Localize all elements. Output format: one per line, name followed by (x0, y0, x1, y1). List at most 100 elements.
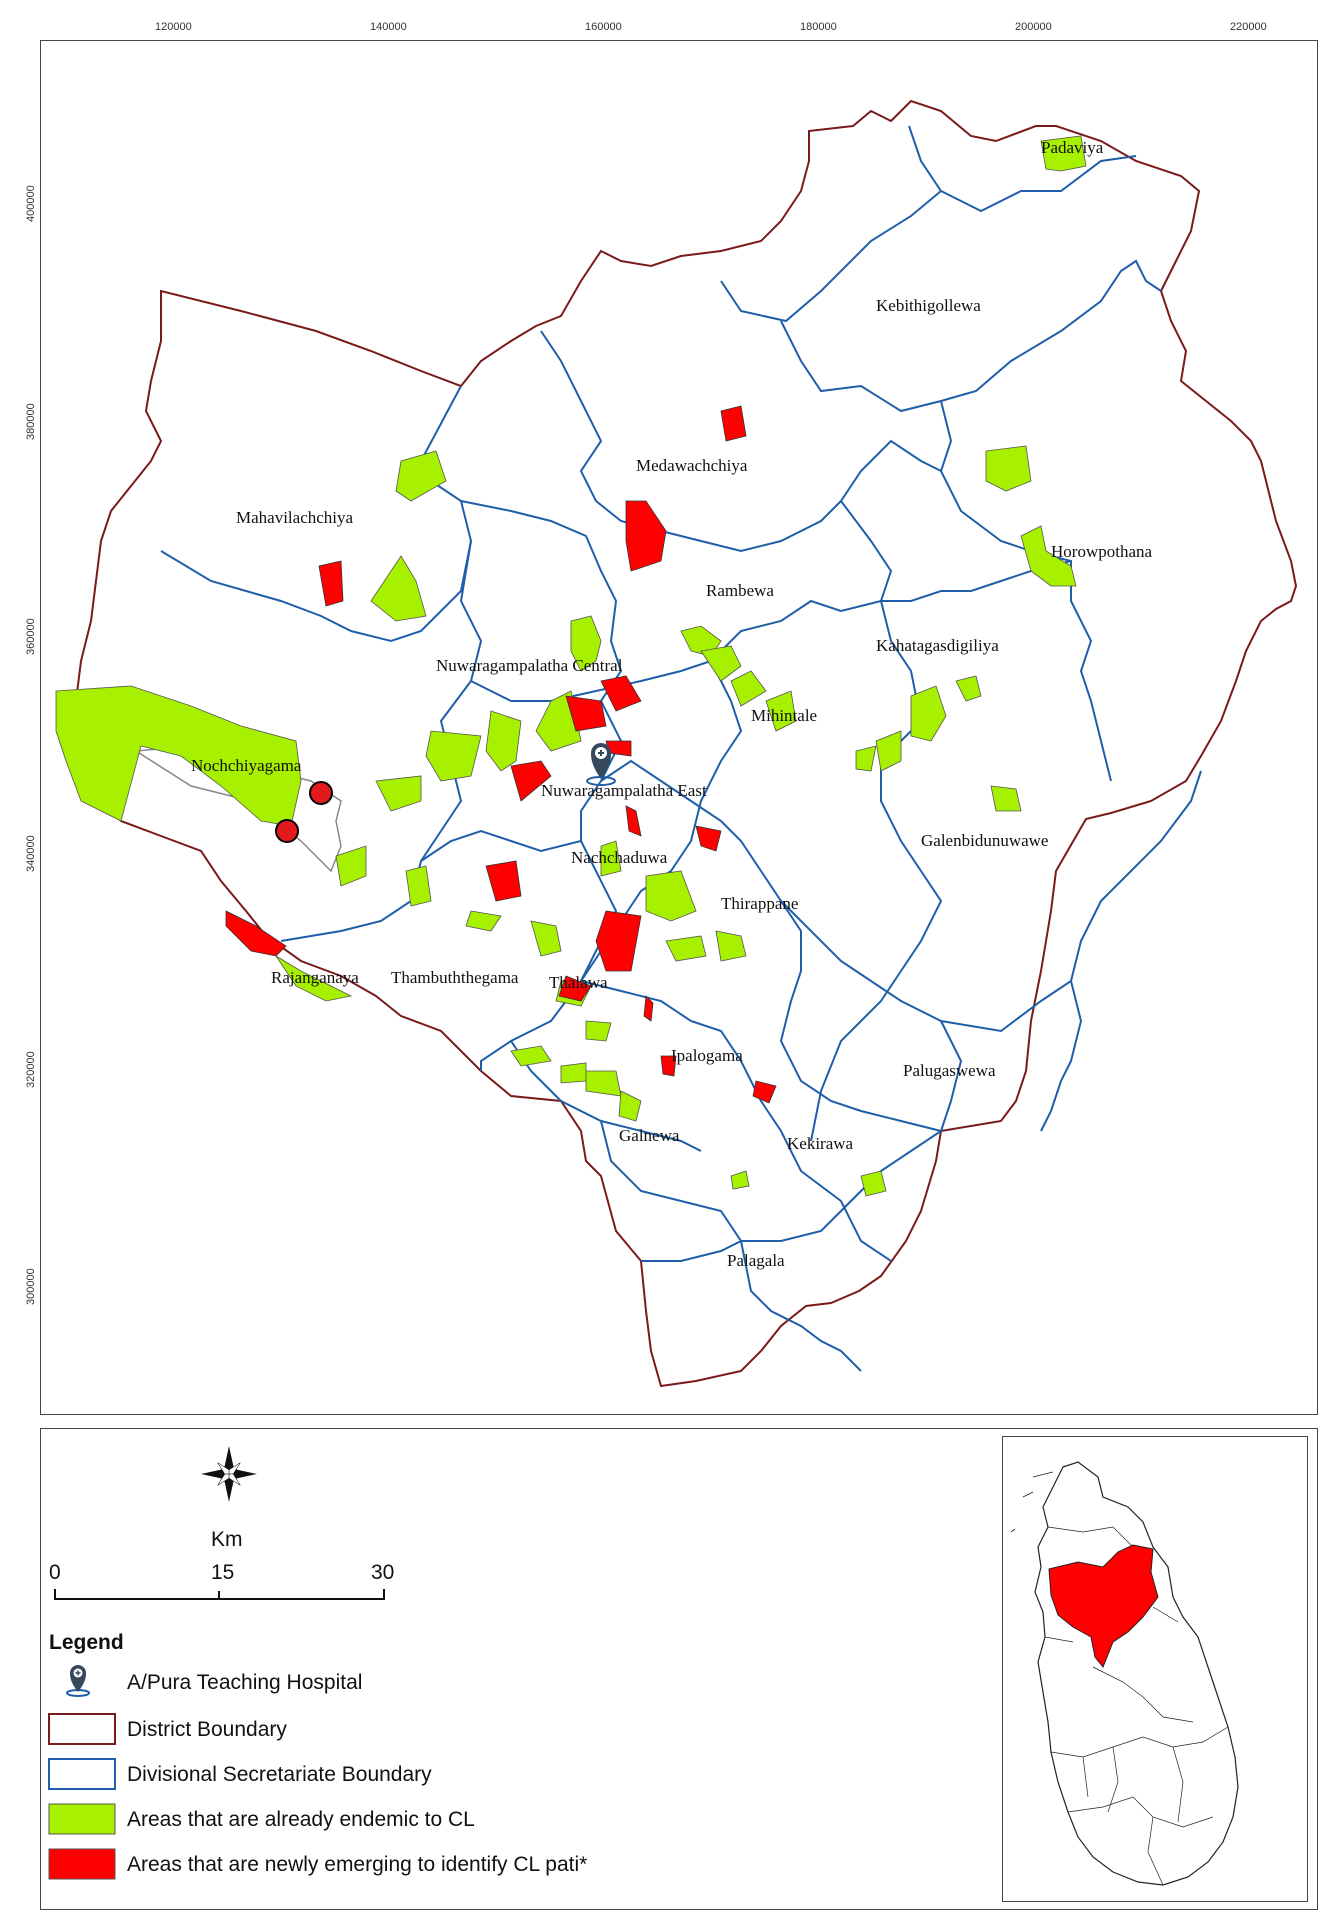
swatch-emerging (48, 1848, 116, 1880)
emerging-area (485, 860, 522, 902)
legend-item-hospital: A/Pura Teaching Hospital (66, 1665, 362, 1697)
endemic-area (600, 840, 622, 877)
scale-tick: 30 (371, 1561, 394, 1584)
x-tick-top: 120000 (155, 21, 192, 33)
scale-bar: Km 0 15 30 (49, 1528, 394, 1600)
label-mahavilachchiya: Mahavilachchiya (236, 508, 354, 527)
legend-item-endemic: Areas that are already endemic to CL (48, 1803, 475, 1835)
legend-panel: Km 0 15 30 Legend A/Pura Teaching Hospit… (48, 1446, 587, 1880)
endemic-areas (55, 135, 1087, 1197)
x-tick-top: 220000 (1230, 21, 1267, 33)
label-nuwaragampalatha-central: Nuwaragampalatha Central (436, 656, 623, 675)
hospital-marker-icon (586, 743, 616, 786)
endemic-area (465, 910, 502, 932)
x-tick-top: 200000 (1015, 21, 1052, 33)
label-palugaswewa: Palugaswewa (903, 1061, 996, 1080)
y-tick: 380000 (25, 403, 37, 440)
ds-line (741, 1130, 942, 1242)
endemic-area (665, 935, 707, 962)
label-rambewa: Rambewa (706, 581, 774, 600)
emerging-area (558, 975, 592, 1002)
label-nuwaragampalatha-east: Nuwaragampalatha East (541, 781, 707, 800)
endemic-area (585, 1020, 612, 1042)
label-mihintale: Mihintale (751, 706, 817, 725)
endemic-area (425, 730, 482, 782)
ds-line (459, 540, 1072, 702)
legend-item-divisional: Divisional Secretariate Boundary (48, 1758, 432, 1790)
ds-line (720, 190, 942, 323)
district-boundary (59, 99, 1298, 1388)
endemic-area (875, 730, 902, 772)
y-tick: 400000 (25, 185, 37, 222)
endemic-area (765, 690, 797, 732)
swatch-divisional (48, 1758, 116, 1790)
endemic-area (530, 920, 562, 957)
endemic-area (395, 450, 447, 502)
x-tick-top: 140000 (370, 21, 407, 33)
legend-item-district: District Boundary (48, 1713, 287, 1745)
label-rajanganaya: Rajanganaya (271, 968, 359, 987)
label-galenbidunuwawe: Galenbidunuwawe (921, 831, 1048, 850)
endemic-area (955, 675, 982, 702)
endemic-area (618, 1090, 642, 1122)
ds-line (641, 1240, 742, 1262)
ds-line (908, 125, 1137, 213)
sri-lanka-inset-map (1010, 1461, 1239, 1886)
endemic-area (275, 955, 353, 1002)
divisional-boundaries (160, 125, 1202, 1372)
endemic-area (855, 745, 877, 772)
endemic-area (375, 775, 422, 812)
ds-line (810, 500, 943, 1142)
label-thalawa: Thalawa (549, 973, 608, 992)
label-palagala: Palagala (727, 1251, 785, 1270)
legend-label: Areas that are newly emerging to identif… (127, 1853, 587, 1876)
y-tick: 340000 (25, 835, 37, 872)
emerging-area (643, 995, 654, 1022)
emerging-area (752, 1080, 777, 1104)
label-nachchaduwa: Nachchaduwa (571, 848, 668, 867)
endemic-area (700, 645, 742, 682)
north-islands (1010, 1471, 1054, 1533)
ds-line (540, 330, 942, 553)
area-labels: Padaviya Kebithigollewa Medawachchiya Ma… (191, 138, 1152, 1270)
scale-tick: 0 (49, 1561, 61, 1584)
endemic-area (1040, 135, 1087, 172)
endemic-area (485, 710, 522, 772)
emerging-area (318, 560, 344, 607)
emerging-area (225, 910, 287, 957)
legend-label: Areas that are already endemic to CL (127, 1808, 475, 1831)
emerging-areas (225, 405, 777, 1104)
endemic-area (715, 930, 747, 962)
legend-label: District Boundary (127, 1718, 287, 1741)
label-galnewa: Galnewa (619, 1126, 680, 1145)
label-ipalogama: Ipalogama (671, 1046, 743, 1065)
emerging-point (309, 781, 333, 805)
swatch-endemic (48, 1803, 116, 1835)
hospital-marker-icon (66, 1665, 90, 1697)
legend-label: A/Pura Teaching Hospital (127, 1671, 362, 1694)
north-arrow-icon (201, 1446, 257, 1502)
district-map: 120000 140000 160000 180000 200000 22000… (55, 20, 1298, 1432)
endemic-area (405, 865, 432, 907)
endemic-area (570, 615, 602, 672)
endemic-area (985, 445, 1032, 492)
endemic-area (370, 555, 427, 622)
endemic-area (560, 1062, 587, 1084)
scale-tick: 15 (211, 1561, 234, 1584)
scale-unit: Km (211, 1528, 243, 1551)
ds-line (1040, 980, 1083, 1132)
map-frame: 120000 140000 160000 180000 200000 22000… (40, 20, 1318, 1432)
endemic-area (730, 1170, 750, 1190)
label-kahatagasdigiliya: Kahatagasdigiliya (876, 636, 999, 655)
x-tick-top: 180000 (800, 21, 837, 33)
inset-internal-boundaries (1044, 1526, 1229, 1886)
ds-line (600, 1120, 862, 1372)
label-thirappane: Thirappane (721, 894, 798, 913)
ds-line (940, 1020, 963, 1132)
emerging-area (720, 405, 747, 442)
emerging-area (565, 695, 607, 732)
y-tick: 300000 (25, 1268, 37, 1305)
legend-title: Legend (49, 1631, 124, 1654)
emerging-area (600, 675, 642, 712)
swatch-district (48, 1713, 116, 1745)
